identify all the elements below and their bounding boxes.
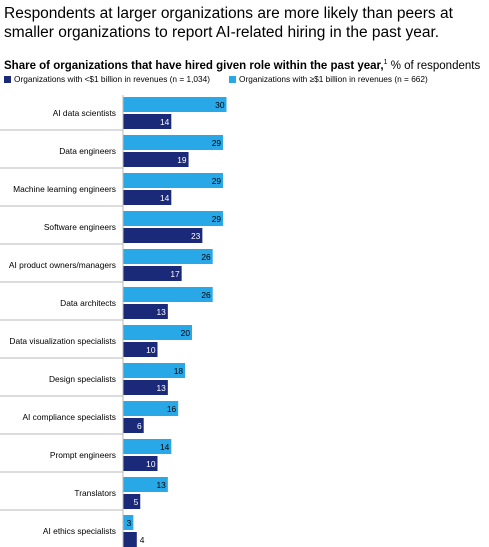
- bar-small: [123, 532, 137, 547]
- value-label-small: 10: [146, 345, 156, 355]
- category-label: AI ethics specialists: [43, 526, 116, 536]
- category-label: AI product owners/managers: [9, 260, 116, 270]
- category-label: Machine learning engineers: [13, 184, 116, 194]
- value-label-large: 13: [157, 480, 167, 490]
- value-label-large: 16: [167, 404, 177, 414]
- chart-title: Respondents at larger organizations are …: [4, 4, 486, 42]
- category-label: Prompt engineers: [50, 450, 116, 460]
- legend: Organizations with <$1 billion in revenu…: [4, 73, 486, 87]
- bar-large: [123, 249, 213, 264]
- value-label-small: 14: [160, 117, 170, 127]
- category-label: Data engineers: [59, 146, 116, 156]
- legend-item-large: Organizations with ≥$1 billion in revenu…: [229, 73, 428, 85]
- value-label-large: 26: [201, 290, 211, 300]
- category-label: Data visualization specialists: [9, 336, 116, 346]
- value-label-small: 10: [146, 459, 156, 469]
- value-label-small: 6: [137, 421, 142, 431]
- subtitle-units: % of respondents: [388, 60, 481, 72]
- value-label-large: 29: [212, 176, 222, 186]
- value-label-small: 14: [160, 193, 170, 203]
- value-label-small: 13: [157, 307, 167, 317]
- bar-large: [123, 287, 213, 302]
- category-label: Software engineers: [44, 222, 116, 232]
- legend-label-large: Organizations with ≥$1 billion in revenu…: [239, 74, 428, 84]
- bar-chart: AI data scientists 30 14 Data engineers 29 19…: [0, 90, 489, 547]
- category-label: AI data scientists: [53, 108, 116, 118]
- legend-swatch-large: [229, 76, 236, 83]
- category-label: Translators: [74, 488, 116, 498]
- category-label: Data architects: [60, 298, 116, 308]
- value-label-large: 18: [174, 366, 184, 376]
- value-label-small: 17: [170, 269, 180, 279]
- bar-large: [123, 135, 223, 150]
- bar-large: [123, 97, 227, 112]
- value-label-small: 13: [157, 383, 167, 393]
- subtitle-bold: Share of organizations that have hired g…: [4, 60, 384, 72]
- value-label-large: 29: [212, 138, 222, 148]
- category-label: Design specialists: [49, 374, 116, 384]
- value-label-small: 4: [140, 535, 145, 545]
- value-label-large: 20: [181, 328, 191, 338]
- bar-large: [123, 211, 223, 226]
- bar-large: [123, 173, 223, 188]
- value-label-large: 30: [215, 100, 225, 110]
- legend-label-small: Organizations with <$1 billion in revenu…: [14, 74, 210, 84]
- value-label-small: 5: [134, 497, 139, 507]
- value-label-large: 3: [127, 518, 132, 528]
- value-label-large: 26: [201, 252, 211, 262]
- value-label-large: 14: [160, 442, 170, 452]
- legend-item-small: Organizations with <$1 billion in revenu…: [4, 73, 210, 85]
- value-label-large: 29: [212, 214, 222, 224]
- chart-subtitle: Share of organizations that have hired g…: [4, 56, 486, 73]
- legend-swatch-small: [4, 76, 11, 83]
- value-label-small: 23: [191, 231, 201, 241]
- category-label: AI compliance specialists: [22, 412, 116, 422]
- value-label-small: 19: [177, 155, 187, 165]
